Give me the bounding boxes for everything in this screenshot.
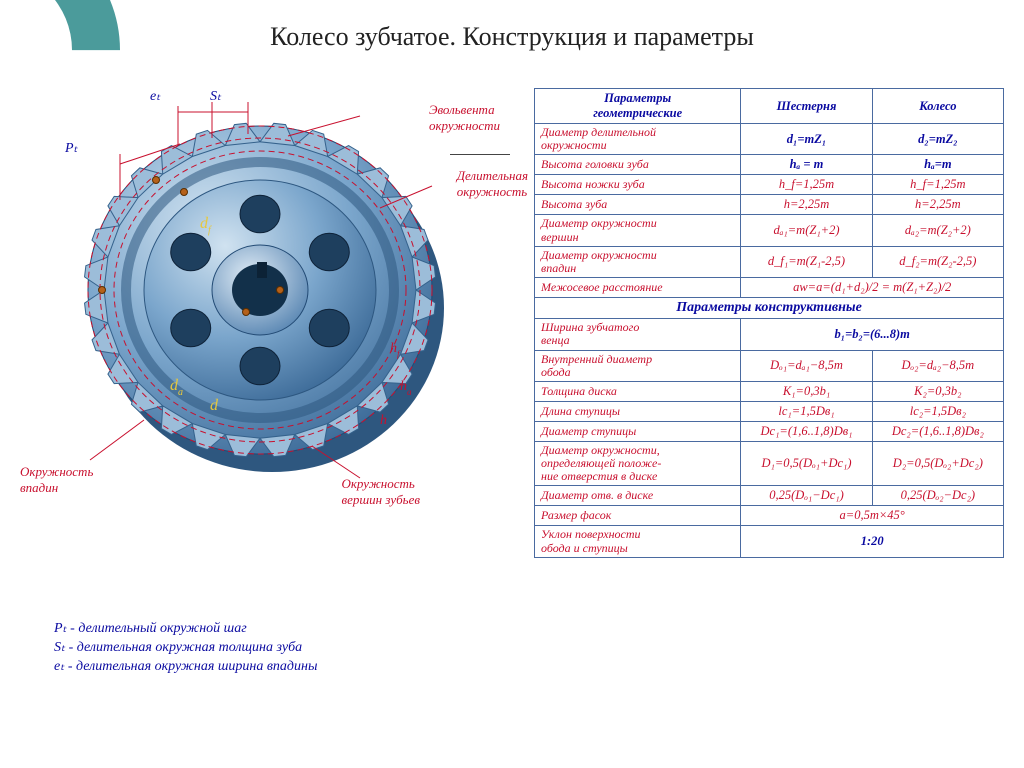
svg-text:a: a [407, 387, 412, 397]
param-value-cell: 1:20 [741, 526, 1004, 557]
param-value-cell: d_f₂=m(Z₂-2,5) [872, 246, 1003, 277]
param-name-cell: Межосевое расстояние [535, 278, 741, 298]
param-value-cell: 0,25(Dₒ₂−Dc₂) [872, 486, 1003, 506]
param-value-cell: d_f₁=m(Z₁-2,5) [741, 246, 872, 277]
param-value-cell: aw=a=(d₁+d₂)/2 = m(Z₁+Z₂)/2 [741, 278, 1004, 298]
param-value-cell: Dₒ₂=dₐ₂−8,5m [872, 350, 1003, 381]
legend-et: eₜ - делительная окружная ширина впадины [54, 658, 317, 677]
param-value-cell: 0,25(Dₒ₁−Dc₁) [741, 486, 872, 506]
param-value-cell: Dₒ₁=dₐ₁−8,5m [741, 350, 872, 381]
marker-dot [98, 286, 106, 294]
param-name-cell: Размер фасок [535, 506, 741, 526]
param-name-cell: Диаметр отв. в диске [535, 486, 741, 506]
page-title: Колесо зубчатое. Конструкция и параметры [0, 22, 1024, 52]
svg-text:h: h [400, 379, 407, 394]
param-value-cell: K₁=0,3b₁ [741, 381, 872, 401]
legend-pt: Pₜ - делительный окружной шаг [54, 620, 317, 639]
svg-text:h: h [380, 413, 387, 428]
param-name-cell: Диаметр окружности,определяющей положе-н… [535, 441, 741, 486]
diagram-pane: eₜ Sₜ Pₜ [40, 90, 480, 710]
gear-svg: df da d hf ha h [60, 90, 460, 490]
param-value-cell: K₂=0,3b₂ [872, 381, 1003, 401]
section-constr-header: Параметры конструктивные [535, 298, 1004, 319]
marker-dot [276, 286, 284, 294]
param-value-cell: h_f=1,25m [741, 175, 872, 195]
param-name-cell: Высота головки зуба [535, 155, 741, 175]
param-name-cell: Внутренний диаметробода [535, 350, 741, 381]
param-value-cell: lc₁=1,5Dв₁ [741, 401, 872, 421]
param-value-cell: d₂=mZ₂ [872, 124, 1003, 155]
param-name-cell: Высота ножки зуба [535, 175, 741, 195]
param-value-cell: b₁=b₂=(6...8)m [741, 319, 1004, 350]
parameters-table-pane: Параметрыгеометрические Шестерня Колесо … [534, 88, 1004, 558]
param-value-cell: hₐ=m [872, 155, 1003, 175]
diagram-legend: Pₜ - делительный окружной шаг Sₜ - делит… [54, 620, 317, 677]
legend-st: Sₜ - делительная окружная толщина зуба [54, 639, 317, 658]
th-gear: Шестерня [741, 89, 872, 124]
param-value-cell: hₐ = m [741, 155, 872, 175]
param-value-cell: Dc₁=(1,6..1,8)Dв₁ [741, 421, 872, 441]
svg-text:d: d [210, 397, 219, 414]
param-name-cell: Ширина зубчатоговенца [535, 319, 741, 350]
param-name-cell: Уклон поверхностиобода и ступицы [535, 526, 741, 557]
param-name-cell: Высота зуба [535, 195, 741, 215]
param-value-cell: dₐ₂=m(Z₂+2) [872, 215, 1003, 246]
param-value-cell: dₐ₁=m(Z₁+2) [741, 215, 872, 246]
param-name-cell: Толщина диска [535, 381, 741, 401]
param-name-cell: Длина ступицы [535, 401, 741, 421]
svg-text:a: a [178, 387, 183, 398]
param-value-cell: a=0,5m×45° [741, 506, 1004, 526]
param-value-cell: d₁=mZ₁ [741, 124, 872, 155]
marker-dot [242, 308, 250, 316]
marker-dot [180, 188, 188, 196]
callout-pitch: Делительнаяокружность [457, 168, 528, 200]
svg-text:h: h [390, 341, 397, 356]
param-value-cell: h=2,25m [741, 195, 872, 215]
param-name-cell: Диаметр делительнойокружности [535, 124, 741, 155]
param-value-cell: Dc₂=(1,6..1,8)Dв₂ [872, 421, 1003, 441]
th-param: Параметрыгеометрические [535, 89, 741, 124]
param-name-cell: Диаметр ступицы [535, 421, 741, 441]
parameters-table: Параметрыгеометрические Шестерня Колесо … [534, 88, 1004, 558]
param-value-cell: D₁=0,5(Dₒ₁+Dc₁) [741, 441, 872, 486]
param-value-cell: D₂=0,5(Dₒ₂+Dc₂) [872, 441, 1003, 486]
gear-illustration: df da d hf ha h Эвольвентаокружности Дел… [60, 90, 460, 490]
th-wheel: Колесо [872, 89, 1003, 124]
param-name-cell: Диаметр окружностивершин [535, 215, 741, 246]
param-value-cell: lc₂=1,5Dв₂ [872, 401, 1003, 421]
param-value-cell: h_f=1,25m [872, 175, 1003, 195]
marker-dot [152, 176, 160, 184]
param-value-cell: h=2,25m [872, 195, 1003, 215]
param-name-cell: Диаметр окружностивпадин [535, 246, 741, 277]
